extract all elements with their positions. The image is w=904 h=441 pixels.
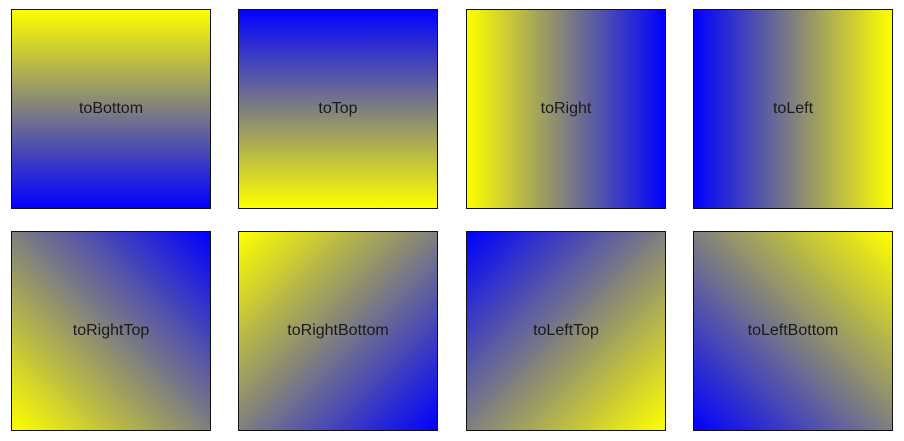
gradient-tile-to-left-top: toLeftTop (466, 231, 666, 431)
gradient-tile-to-top: toTop (238, 9, 438, 209)
tile-label: toLeftTop (533, 322, 599, 339)
gradient-tile-to-right-top: toRightTop (11, 231, 211, 431)
gradient-tile-to-left-bottom: toLeftBottom (693, 231, 893, 431)
gradient-tile-to-right: toRight (466, 9, 666, 209)
tile-label: toBottom (78, 100, 144, 117)
gradient-tile-to-left: toLeft (693, 9, 893, 209)
gradient-tile-to-right-bottom: toRightBottom (238, 231, 438, 431)
tile-label: toRightBottom (287, 322, 389, 339)
gradient-tile-to-bottom: toBottom (11, 9, 211, 209)
tile-label: toRightTop (72, 322, 150, 339)
tile-label: toRight (540, 100, 592, 117)
tile-label: toLeftBottom (747, 322, 839, 339)
tile-label: toTop (318, 100, 358, 117)
tile-label: toLeft (772, 100, 814, 117)
